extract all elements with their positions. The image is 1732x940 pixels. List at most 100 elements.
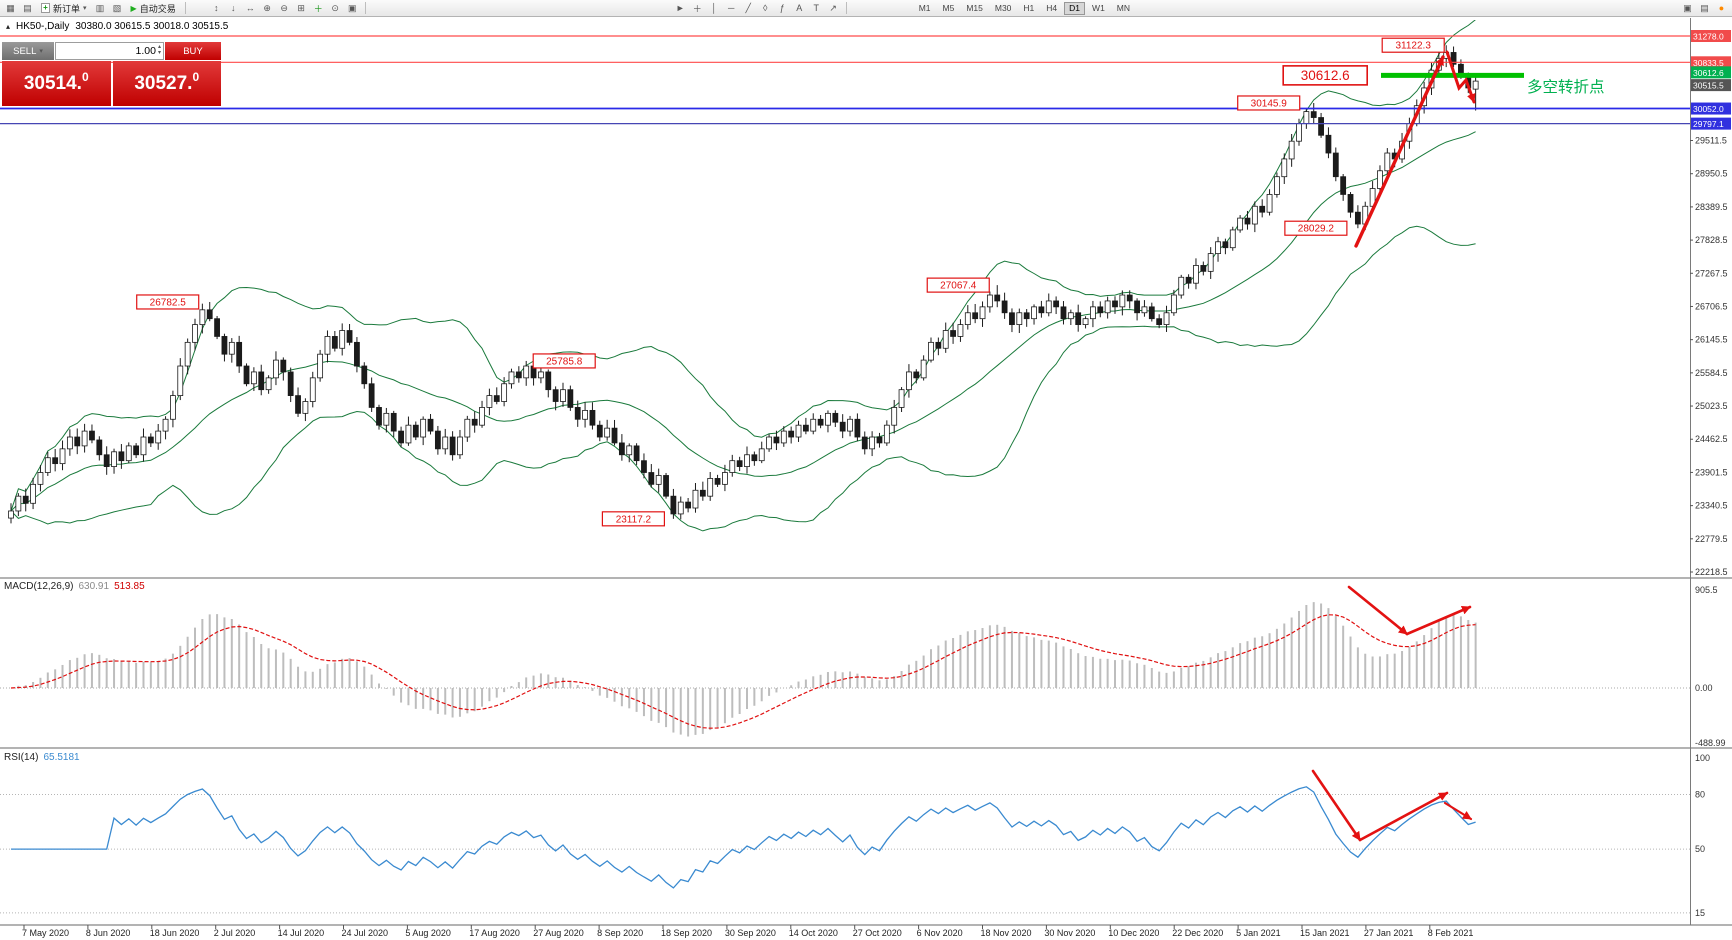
macd-signal-value: 513.85: [114, 581, 145, 592]
toolbar-gap: [191, 8, 207, 9]
price-callout-27067.4[interactable]: [926, 277, 990, 293]
timeframe-mn-button[interactable]: MN: [1116, 3, 1131, 13]
price-callout-text: 31122.3: [1395, 41, 1431, 52]
volume-input[interactable]: 1.00 ▴ ▾: [55, 42, 164, 60]
label-icon[interactable]: T: [813, 3, 819, 13]
scroll-to-end-icon[interactable]: ↕: [213, 3, 219, 13]
top-toolbar: ▦ ▤ + 新订单 ▾ ▥ ▧ ▶ 自动交易 ↕ ↓ ↔ ⊕ ⊖ ⊞ ＋ ⊙ ▣ ► ＋ │ ─ ╱ ◊ ƒ A T ↗ M1 M5 M15…: [0, 0, 1732, 17]
timeframe-m5-button[interactable]: M5: [942, 3, 955, 13]
arrow-tool-icon[interactable]: ↗: [829, 2, 837, 13]
one-click-trading-panel: SELL ▾ 1.00 ▴ ▾ BUY 30514. 0 30527. 0: [2, 42, 221, 106]
volume-value: 1.00: [135, 45, 156, 57]
tile-windows-icon[interactable]: ⊞: [297, 2, 305, 13]
crosshair-icon[interactable]: ＋: [692, 3, 702, 14]
spin-up-icon[interactable]: ▴: [157, 44, 161, 50]
candlestick-layer: [8, 45, 1479, 524]
charts-icon[interactable]: ▥: [95, 2, 105, 13]
trendline-icon[interactable]: ╱: [745, 2, 751, 13]
turning-point-text[interactable]: 多空转折点: [1527, 78, 1605, 96]
zoom-out-icon[interactable]: ⊖: [280, 2, 288, 13]
price-axis-label: 29511.5: [1695, 136, 1727, 146]
periods-icon[interactable]: ⊙: [331, 2, 339, 13]
macd-down-arrow[interactable]: [1347, 585, 1409, 636]
sell-price-value: 30514.: [23, 72, 82, 94]
rsi-title: RSI(14): [4, 752, 39, 763]
timeframe-m1-button[interactable]: M1: [918, 3, 931, 13]
time-axis-label: 27 Oct 2020: [853, 928, 902, 938]
timeframe-h4-button[interactable]: H4: [1046, 3, 1058, 13]
time-axis-label: 8 Sep 2020: [597, 928, 643, 938]
price-axis[interactable]: 29511.5 28950.5 28389.5 27828.5 27267.5 26706…: [1690, 30, 1731, 918]
time-axis-label: 14 Oct 2020: [789, 928, 838, 938]
macd-panel: [0, 602, 1690, 737]
collapse-icon[interactable]: ▴: [6, 22, 11, 31]
text-icon[interactable]: A: [796, 3, 803, 13]
cursor-icon[interactable]: ►: [675, 3, 685, 13]
auto-scroll-icon[interactable]: ↓: [230, 3, 236, 13]
price-callout-text: 30612.6: [1301, 68, 1350, 83]
window-list-icon[interactable]: ▧: [112, 2, 122, 13]
spin-down-icon[interactable]: ▾: [157, 50, 161, 56]
price-axis-label: 22218.5: [1695, 567, 1728, 577]
price-tag-31278.0: [1691, 30, 1731, 42]
buy-button[interactable]: BUY: [165, 42, 221, 60]
vertical-line-icon[interactable]: │: [711, 3, 718, 13]
rsi-down-arrow[interactable]: [1311, 769, 1362, 842]
templates-icon[interactable]: ▣: [347, 2, 357, 13]
new-chart-icon[interactable]: ▦: [6, 2, 15, 13]
price-callout-23117.2[interactable]: [601, 511, 666, 527]
timeframe-w1-button[interactable]: W1: [1092, 3, 1105, 13]
pullback-down-arrow[interactable]: [1445, 50, 1476, 104]
rsi-axis-label: 100: [1695, 753, 1710, 763]
macd-up-arrow[interactable]: [1405, 605, 1472, 636]
rsi-axis-label: 80: [1695, 789, 1705, 799]
time-axis-label: 10 Dec 2020: [1108, 928, 1159, 938]
price-axis-label: 26145.5: [1695, 335, 1728, 345]
rsi-up-arrow[interactable]: [1358, 791, 1449, 842]
timeframe-h1-button[interactable]: H1: [1023, 3, 1035, 13]
new-order-label: 新订单: [53, 3, 81, 14]
fullscreen-icon[interactable]: ▣: [1683, 2, 1692, 13]
chart-shift-icon[interactable]: ↔: [245, 3, 255, 13]
price-callout-30145.9[interactable]: [1237, 95, 1301, 111]
timeframe-m15-button[interactable]: M15: [966, 3, 983, 13]
price-axis-label: 25584.5: [1695, 368, 1728, 378]
price-callout-30612.6[interactable]: [1282, 65, 1368, 86]
indicators-icon[interactable]: ＋: [313, 3, 323, 14]
timeframe-m30-button[interactable]: M30: [994, 3, 1012, 13]
auto-trading-button[interactable]: ▶ 自动交易: [127, 2, 180, 15]
price-axis-label: 25023.5: [1695, 401, 1728, 411]
toolbar-separator: [364, 2, 366, 14]
macd-axis-label: 905.5: [1695, 585, 1718, 595]
macd-axis-label: -488.99: [1695, 738, 1726, 748]
sell-dropdown-button[interactable]: SELL ▾: [2, 42, 54, 60]
horizontal-line-icon[interactable]: ─: [728, 3, 735, 13]
price-callout-28029.2[interactable]: [1284, 220, 1348, 236]
channel-icon[interactable]: ◊: [762, 3, 768, 13]
symbol-period-label: HK50-,Daily: [16, 21, 70, 32]
app-logo-icon[interactable]: ●: [1718, 3, 1725, 13]
rsi-small-down-arrow[interactable]: [1443, 801, 1473, 821]
sell-price-button[interactable]: 30514. 0: [2, 61, 111, 106]
price-callout-25785.8[interactable]: [532, 353, 596, 369]
new-order-button[interactable]: + 新订单 ▾: [37, 2, 91, 15]
chart-profiles-icon[interactable]: ▤: [23, 2, 32, 13]
price-callout-text: 25785.8: [546, 356, 583, 367]
time-axis-label: 18 Sep 2020: [661, 928, 712, 938]
price-callout-31122.3[interactable]: [1381, 37, 1445, 53]
volume-stepper[interactable]: ▴ ▾: [157, 44, 161, 57]
timeframe-d1-button[interactable]: D1: [1064, 1, 1086, 15]
horizontal-line-objects[interactable]: [0, 35, 1690, 125]
zoom-in-icon[interactable]: ⊕: [263, 2, 271, 13]
fibonacci-icon[interactable]: ƒ: [779, 3, 785, 13]
chevron-down-icon: ▾: [39, 48, 43, 55]
price-callout-26782.5[interactable]: [136, 294, 200, 310]
trend-up-arrow[interactable]: [1354, 55, 1445, 248]
time-axis-label: 24 Jul 2020: [342, 928, 389, 938]
time-axis[interactable]: 7 May 2020 8 Jun 2020 18 Jun 2020 2 Jul 202…: [22, 925, 1473, 938]
docking-icon[interactable]: ▤: [1700, 2, 1709, 13]
time-axis-label: 30 Sep 2020: [725, 928, 776, 938]
buy-price-button[interactable]: 30527. 0: [112, 61, 221, 106]
sell-dropdown-label: SELL: [13, 45, 37, 57]
